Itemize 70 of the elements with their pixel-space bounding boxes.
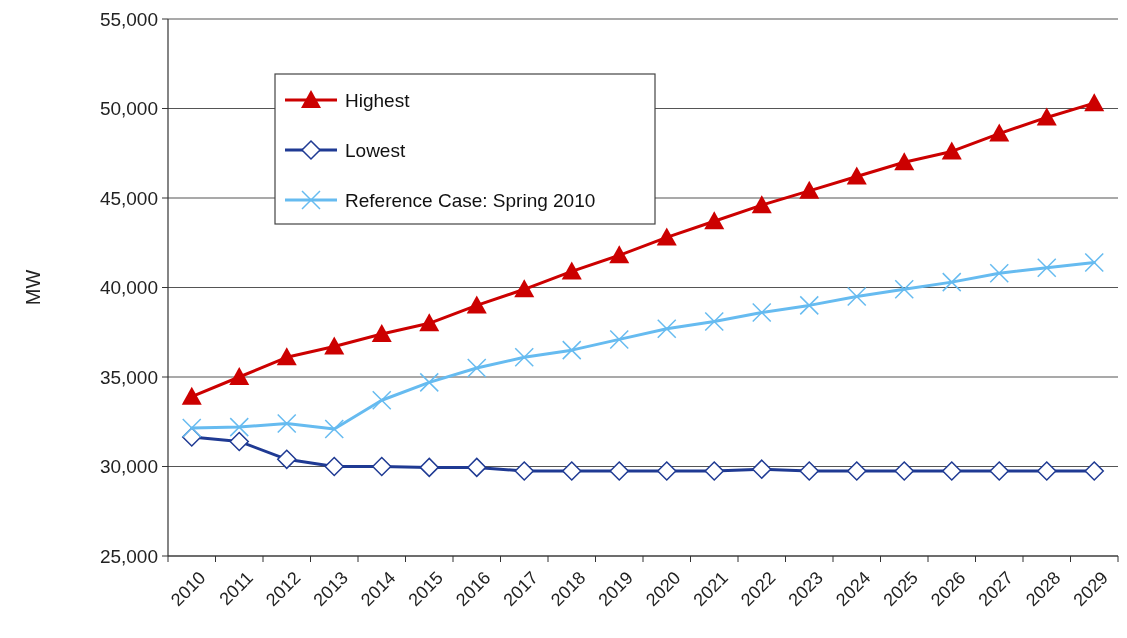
point	[514, 461, 534, 481]
legend-label: Highest	[345, 89, 411, 111]
point	[847, 286, 867, 307]
y-tick-label: 55,000	[99, 8, 158, 30]
point	[514, 279, 535, 298]
point	[372, 456, 392, 477]
y-tick-label: 45,000	[99, 187, 158, 209]
point	[514, 347, 534, 368]
point	[1084, 252, 1104, 273]
point	[609, 461, 629, 481]
point	[799, 295, 819, 316]
legend-label: Reference Case: Spring 2010	[345, 189, 596, 211]
point	[847, 461, 867, 481]
point	[1084, 461, 1104, 481]
point	[229, 417, 249, 437]
point	[657, 318, 677, 339]
point	[229, 431, 249, 452]
point	[371, 324, 392, 343]
y-tick-label: 50,000	[99, 98, 158, 120]
point	[467, 457, 487, 478]
point	[657, 461, 677, 481]
point	[989, 123, 1010, 142]
point	[182, 418, 202, 438]
point	[752, 459, 772, 479]
point	[799, 180, 820, 199]
point	[799, 461, 819, 481]
point	[324, 336, 345, 355]
point	[419, 313, 440, 332]
point	[466, 295, 487, 314]
point	[561, 261, 582, 280]
y-tick-label: 35,000	[99, 366, 158, 388]
point	[277, 413, 297, 434]
point	[1084, 93, 1105, 112]
point	[1037, 461, 1057, 481]
point	[894, 279, 914, 300]
point	[609, 245, 630, 264]
point	[467, 358, 487, 378]
y-tick-label: 25,000	[99, 545, 158, 567]
point	[1037, 258, 1057, 278]
point	[277, 449, 297, 470]
point	[229, 367, 250, 385]
point	[419, 457, 439, 478]
point	[704, 211, 725, 230]
point	[1036, 107, 1057, 126]
point	[609, 329, 629, 350]
point	[372, 390, 392, 411]
point	[562, 461, 582, 481]
point	[989, 263, 1009, 283]
y-tick-label: 30,000	[99, 456, 158, 478]
point	[846, 166, 867, 185]
point	[941, 141, 962, 160]
y-axis-title: MW	[22, 269, 44, 306]
y-tick-label: 40,000	[99, 277, 158, 299]
point	[324, 419, 344, 439]
point	[704, 311, 724, 332]
point	[419, 372, 439, 393]
legend-label: Lowest	[345, 139, 406, 161]
point	[752, 302, 772, 323]
point	[894, 461, 914, 481]
point	[656, 227, 677, 246]
point	[562, 340, 582, 360]
point	[942, 461, 962, 481]
point	[181, 386, 202, 405]
point	[324, 456, 344, 477]
point	[942, 272, 962, 292]
point	[704, 461, 724, 481]
point	[894, 152, 915, 171]
point	[276, 347, 297, 366]
point	[751, 195, 772, 214]
point	[989, 461, 1009, 481]
